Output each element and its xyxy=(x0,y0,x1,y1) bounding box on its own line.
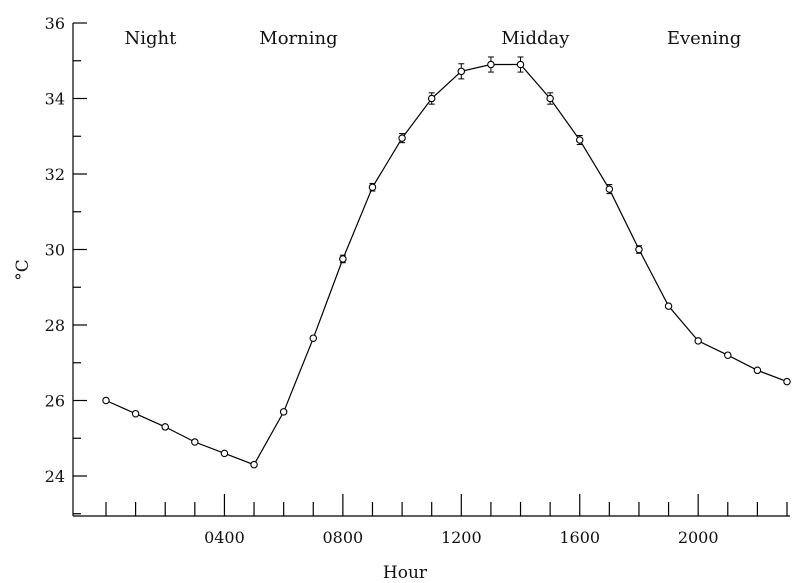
period-label: Morning xyxy=(259,28,337,49)
data-point xyxy=(783,377,791,386)
period-labels: Night Morning Midday Evening xyxy=(124,28,741,49)
y-tick-label: 28 xyxy=(45,316,65,335)
data-point xyxy=(487,60,495,69)
x-tick-label: 1200 xyxy=(441,528,482,547)
y-axis-title: °C xyxy=(13,259,33,281)
data-point xyxy=(309,334,318,342)
data-point xyxy=(457,67,466,76)
data-point xyxy=(398,134,406,142)
data-points xyxy=(102,56,791,469)
data-point xyxy=(161,423,169,431)
y-tick-label: 32 xyxy=(45,165,65,184)
data-point xyxy=(664,302,673,310)
data-point xyxy=(753,366,762,375)
y-axis-ticks: 24 26 28 30 32 34 36 xyxy=(45,14,87,515)
data-point xyxy=(516,60,525,69)
data-point xyxy=(368,183,377,191)
data-point xyxy=(191,438,199,446)
data-point xyxy=(724,351,732,359)
data-point xyxy=(102,396,110,405)
data-point xyxy=(339,255,347,263)
x-tick-label: 0400 xyxy=(204,528,245,547)
data-point xyxy=(575,136,584,144)
x-axis-title: Hour xyxy=(383,563,428,583)
y-tick-label: 24 xyxy=(45,467,65,486)
data-point xyxy=(605,185,614,193)
x-axis-ticks: 0400 0800 1200 1600 2000 xyxy=(105,494,788,547)
data-point xyxy=(250,460,258,469)
data-point xyxy=(131,409,140,418)
x-tick-label: 0800 xyxy=(323,528,364,547)
y-tick-label: 36 xyxy=(45,14,65,33)
y-tick-label: 26 xyxy=(45,392,65,411)
period-label: Midday xyxy=(501,28,570,49)
x-tick-label: 2000 xyxy=(678,528,719,547)
period-label: Evening xyxy=(667,28,741,49)
y-tick-label: 34 xyxy=(45,90,65,109)
data-point xyxy=(635,245,643,254)
data-point xyxy=(427,94,436,103)
data-point xyxy=(694,337,702,345)
x-tick-label: 1600 xyxy=(559,528,600,547)
temperature-line xyxy=(105,63,788,466)
period-label: Night xyxy=(124,28,177,49)
data-point xyxy=(546,94,554,103)
y-tick-label: 30 xyxy=(45,241,65,260)
data-point xyxy=(279,408,288,416)
data-point xyxy=(220,449,229,458)
